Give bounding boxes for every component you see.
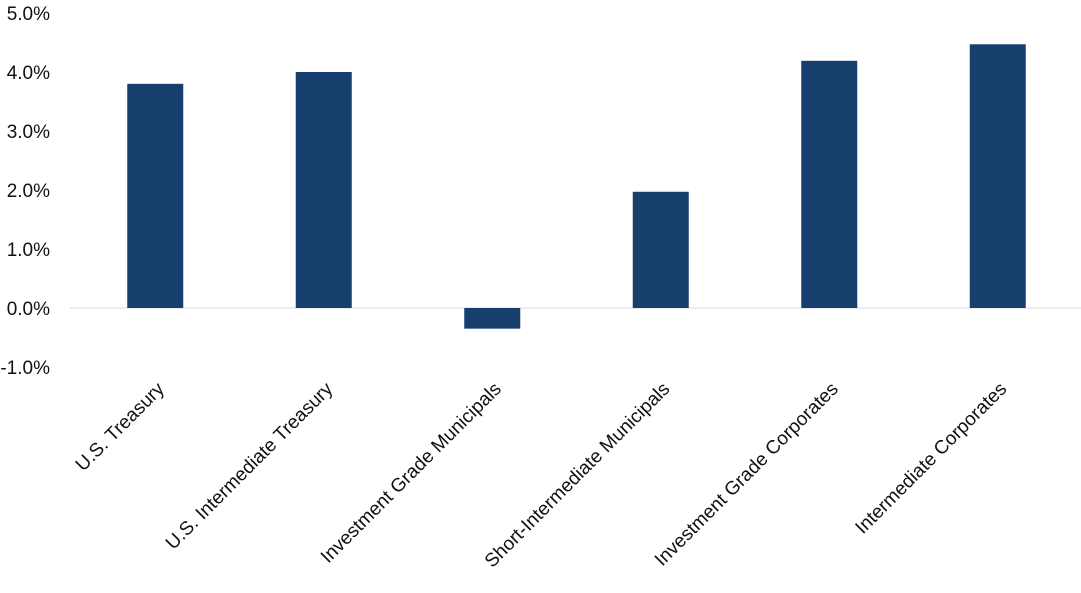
x-category-label: U.S. Intermediate Treasury bbox=[162, 378, 338, 554]
bar bbox=[464, 308, 521, 329]
x-category-label: U.S. Treasury bbox=[72, 378, 169, 475]
y-tick-label: 2.0% bbox=[7, 181, 50, 202]
y-tick-label: 5.0% bbox=[7, 4, 50, 25]
x-category-label: Investment Grade Municipals bbox=[317, 379, 506, 568]
y-tick-label: -1.0% bbox=[0, 358, 50, 379]
bar bbox=[127, 83, 184, 308]
y-tick-label: 4.0% bbox=[7, 63, 50, 84]
bars bbox=[127, 44, 1026, 329]
bar bbox=[801, 60, 858, 308]
y-axis-tick-labels: 5.0% 4.0% 3.0% 2.0% 1.0% 0.0% -1.0% bbox=[0, 4, 50, 379]
y-tick-label: 3.0% bbox=[7, 122, 50, 143]
bar bbox=[969, 44, 1026, 309]
x-category-label: Investment Grade Corporates bbox=[651, 379, 843, 571]
x-category-label: Intermediate Corporates bbox=[852, 379, 1012, 539]
bar bbox=[632, 191, 689, 308]
x-category-label: Short-Intermediate Municipals bbox=[481, 379, 674, 572]
y-tick-label: 1.0% bbox=[7, 240, 50, 261]
bar bbox=[295, 72, 352, 308]
y-tick-label: 0.0% bbox=[7, 299, 50, 320]
